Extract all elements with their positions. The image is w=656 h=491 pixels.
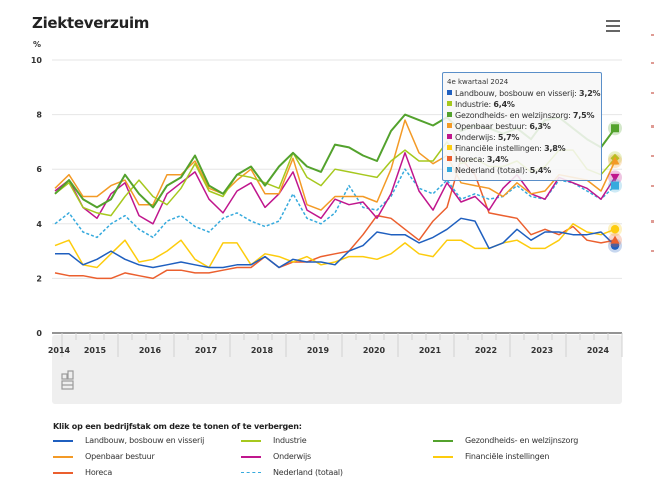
- legend-line-icon: [53, 455, 73, 458]
- tooltip-swatch: [447, 90, 452, 95]
- legend-item[interactable]: Industrie: [241, 434, 433, 447]
- series-marker: [611, 124, 619, 133]
- tooltip-label: Industrie:: [455, 100, 494, 109]
- tooltip-label: Openbaar bestuur:: [455, 122, 530, 131]
- x-tick-label: 2014: [48, 346, 71, 355]
- tooltip-value: 6,3%: [529, 122, 551, 131]
- y-tick-label: 4: [36, 220, 42, 229]
- tooltip-label: Financiële instellingen:: [455, 144, 545, 153]
- x-tick-label: 2019: [307, 346, 330, 355]
- legend-line-icon: [433, 439, 453, 442]
- tooltip-label: Gezondheids- en welzijnszorg:: [455, 111, 573, 120]
- legend-label: Onderwijs: [273, 452, 312, 461]
- legend-title: Klik op een bedrijfstak om deze te tonen…: [53, 422, 302, 431]
- legend-line-icon: [433, 455, 453, 458]
- legend-line-icon: [241, 472, 261, 473]
- tooltip-label: Nederland (totaal):: [455, 166, 530, 175]
- tooltip-swatch: [447, 167, 452, 172]
- tooltip-label: Landbouw, bosbouw en visserij:: [455, 89, 579, 98]
- x-tick-label: 2016: [139, 346, 162, 355]
- legend-item[interactable]: Horeca: [53, 466, 241, 479]
- series-marker: [611, 181, 619, 190]
- series-line-openbaar-bestuur: [54, 119, 616, 211]
- series-marker: [610, 173, 620, 182]
- legend-label: Landbouw, bosbouw en visserij: [85, 436, 205, 445]
- x-tick-label: 2024: [587, 346, 610, 355]
- tooltip-row: Horeca: 3,4%: [447, 154, 597, 165]
- x-tick-label: 2021: [419, 346, 442, 355]
- tooltip-value: 7,5%: [572, 111, 595, 120]
- legend-item[interactable]: Nederland (totaal): [241, 466, 433, 479]
- tooltip-value: 3,4%: [486, 155, 509, 164]
- right-edge-marks: [651, 34, 654, 252]
- legend-line-icon: [53, 471, 73, 474]
- series-line-landbouw-bosbouw-en-visserij: [55, 217, 616, 269]
- series-line-horeca: [54, 157, 616, 280]
- series-line-nederland-totaal-: [54, 168, 616, 239]
- series-marker: [610, 156, 620, 165]
- tooltip-row: Gezondheids- en welzijnszorg: 7,5%: [447, 110, 597, 121]
- series-marker: [610, 235, 620, 244]
- tooltip-swatch: [447, 101, 452, 106]
- series-line-onderwijs: [54, 152, 616, 225]
- tooltip-row: Onderwijs: 5,7%: [447, 132, 597, 143]
- tooltip-swatch: [447, 145, 452, 150]
- x-tick-label: 2023: [531, 346, 553, 355]
- tooltip-row: Openbaar bestuur: 6,3%: [447, 121, 597, 132]
- tooltip: 4e kwartaal 2024 Landbouw, bosbouw en vi…: [442, 72, 602, 181]
- tooltip-value: 5,4%: [529, 166, 552, 175]
- chart-title: Ziekteverzuim: [32, 14, 150, 32]
- tooltip-label: Horeca:: [455, 155, 487, 164]
- y-tick-label: 2: [36, 274, 42, 283]
- legend-line-icon: [241, 455, 261, 458]
- cbs-logo-part: [67, 370, 74, 380]
- legend-item[interactable]: Gezondheids- en welzijnszorg: [433, 434, 643, 447]
- legend-label: Horeca: [85, 468, 113, 477]
- x-tick-label: 2020: [363, 346, 386, 355]
- tooltip-swatch: [447, 112, 452, 117]
- legend-item[interactable]: Openbaar bestuur: [53, 450, 241, 463]
- navigator-background: [52, 335, 622, 404]
- y-tick-label: 10: [31, 56, 43, 65]
- cbs-logo-icon: [61, 370, 74, 390]
- tooltip-value: 3,2%: [578, 89, 601, 98]
- tooltip-swatch: [447, 156, 452, 161]
- legend-label: Openbaar bestuur: [85, 452, 155, 461]
- legend-item[interactable]: Financiële instellingen: [433, 450, 643, 463]
- line-chart: % 0 2 4 6 8 10 2014 2015 2016 2017 2018 2019 2020 2021…: [31, 40, 623, 404]
- tooltip-row: Industrie: 6,4%: [447, 99, 597, 110]
- cbs-logo-part: [61, 373, 68, 380]
- legend-label: Industrie: [273, 436, 307, 445]
- hamburger-menu-icon[interactable]: [606, 20, 620, 32]
- x-tick-label: 2018: [251, 346, 274, 355]
- x-tick-label: 2017: [195, 346, 217, 355]
- y-tick-label: 0: [36, 329, 42, 338]
- legend-label: Gezondheids- en welzijnszorg: [465, 436, 579, 445]
- y-axis-label: %: [33, 40, 41, 49]
- legend-item[interactable]: Landbouw, bosbouw en visserij: [53, 434, 241, 447]
- series-marker: [610, 225, 620, 234]
- tooltip-value: 5,7%: [497, 133, 520, 142]
- tooltip-swatch: [447, 134, 452, 139]
- y-tick-label: 8: [36, 111, 42, 120]
- tooltip-value: 3,8%: [544, 144, 566, 153]
- legend: Klik op een bedrijfstak om deze te tonen…: [53, 422, 643, 479]
- tooltip-row: Landbouw, bosbouw en visserij: 3,2%: [447, 88, 601, 99]
- legend-label: Financiële instellingen: [465, 452, 550, 461]
- legend-line-icon: [241, 439, 261, 442]
- tooltip-row: Nederland (totaal): 5,4%: [447, 165, 597, 176]
- y-tick-label: 6: [36, 165, 42, 174]
- legend-item[interactable]: Onderwijs: [241, 450, 433, 463]
- tooltip-value: 6,4%: [493, 100, 515, 109]
- legend-label: Nederland (totaal): [273, 468, 343, 477]
- tooltip-row: Financiële instellingen: 3,8%: [447, 143, 597, 154]
- x-tick-label: 2015: [84, 346, 107, 355]
- tooltip-swatch: [447, 123, 452, 128]
- legend-line-icon: [53, 439, 73, 442]
- tooltip-header: 4e kwartaal 2024: [447, 78, 509, 86]
- tooltip-label: Onderwijs:: [455, 133, 498, 142]
- x-tick-label: 2022: [475, 346, 497, 355]
- series-line-financi-le-instellingen: [54, 223, 616, 269]
